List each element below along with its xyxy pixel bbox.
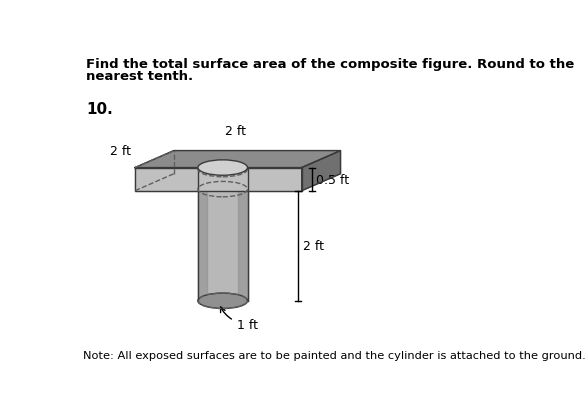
Polygon shape bbox=[238, 168, 247, 301]
Polygon shape bbox=[198, 168, 247, 301]
Polygon shape bbox=[198, 168, 207, 301]
Text: 1 ft: 1 ft bbox=[221, 307, 257, 331]
Text: nearest tenth.: nearest tenth. bbox=[87, 70, 194, 83]
Text: 10.: 10. bbox=[87, 101, 113, 116]
Text: Note: All exposed surfaces are to be painted and the cylinder is attached to the: Note: All exposed surfaces are to be pai… bbox=[83, 351, 585, 361]
Ellipse shape bbox=[198, 160, 247, 176]
Text: 2 ft: 2 ft bbox=[302, 240, 324, 253]
Polygon shape bbox=[135, 151, 340, 168]
Polygon shape bbox=[302, 151, 340, 191]
Text: Find the total surface area of the composite figure. Round to the: Find the total surface area of the compo… bbox=[87, 58, 574, 71]
Polygon shape bbox=[135, 168, 302, 191]
Text: 0.5 ft: 0.5 ft bbox=[316, 173, 350, 186]
Ellipse shape bbox=[198, 293, 247, 309]
Text: 2 ft: 2 ft bbox=[110, 145, 131, 158]
Text: 2 ft: 2 ft bbox=[225, 125, 246, 138]
